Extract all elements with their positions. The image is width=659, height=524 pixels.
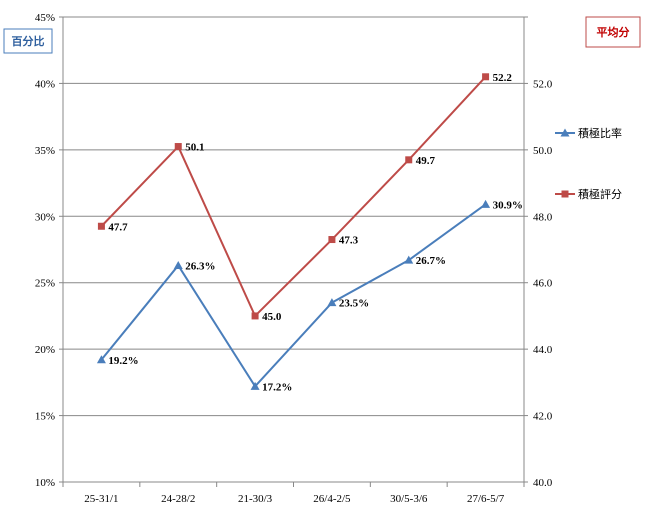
left-axis-label-box: 百分比: [3, 28, 53, 54]
legend-item-positive-ratio: 積極比率: [555, 126, 622, 140]
left-tick-label: 40%: [35, 78, 55, 90]
right-axis-label-box: 平均分: [585, 16, 641, 48]
data-label: 23.5%: [339, 298, 369, 310]
data-point: [173, 260, 183, 269]
data-label: 45.0: [262, 311, 282, 323]
data-point: [405, 156, 413, 164]
left-tick-label: 30%: [35, 211, 55, 223]
data-label: 19.2%: [108, 355, 138, 367]
data-label: 49.7: [416, 155, 436, 167]
x-tick-label: 24-28/2: [161, 493, 195, 505]
legend-label: 積極評分: [578, 187, 622, 201]
right-tick-label: 48.0: [533, 211, 553, 223]
gridlines: [63, 16, 524, 483]
x-tick-label: 27/6-5/7: [467, 493, 505, 505]
right-tick-label: 50.0: [533, 145, 553, 157]
data-label: 47.3: [339, 235, 359, 247]
data-point: [96, 355, 106, 364]
legend: 積極比率 積極評分: [555, 126, 622, 201]
right-tick-label: 46.0: [533, 278, 553, 290]
data-label: 26.7%: [416, 255, 446, 267]
data-point: [328, 236, 336, 244]
left-tick-label: 35%: [35, 145, 55, 157]
right-tick-label: 44.0: [533, 344, 553, 356]
x-tick-label: 26/4-2/5: [313, 493, 351, 505]
left-tick-label: 45%: [35, 12, 55, 24]
data-label: 30.9%: [493, 199, 523, 211]
data-point: [250, 381, 260, 390]
data-point: [481, 199, 491, 208]
left-tick-label: 10%: [35, 477, 55, 489]
series: [96, 73, 491, 390]
series-line: [100, 76, 487, 317]
axes: 10% 15% 20% 25% 30% 35% 40% 45% 40.0 42.0 44.0 46.0…: [35, 12, 553, 505]
x-tick-label: 30/5-3/6: [390, 493, 428, 505]
left-axis-label: 百分比: [12, 34, 45, 48]
right-axis-label: 平均分: [597, 25, 630, 39]
data-label: 26.3%: [185, 260, 215, 272]
data-label: 52.2: [493, 72, 513, 84]
data-point: [251, 312, 259, 320]
right-tick-label: 42.0: [533, 411, 553, 423]
x-tick-label: 25-31/1: [84, 493, 118, 505]
x-tick-label: 21-30/3: [238, 493, 273, 505]
data-label: 47.7: [108, 221, 128, 233]
left-tick-label: 25%: [35, 278, 55, 290]
right-tick-label: 52.0: [533, 78, 553, 90]
data-point: [482, 73, 490, 81]
left-tick-label: 15%: [35, 411, 55, 423]
data-label: 50.1: [185, 142, 204, 154]
data-label: 17.2%: [262, 381, 292, 393]
data-point: [404, 255, 414, 264]
data-point: [174, 143, 182, 151]
series-line: [100, 203, 487, 388]
data-point: [327, 298, 337, 307]
data-point: [97, 222, 105, 230]
data-labels: 19.2% 26.3% 17.2% 23.5% 26.7% 30.9% 47.7 50.1 45…: [108, 72, 522, 394]
legend-item-positive-score: 積極評分: [555, 187, 622, 201]
left-tick-label: 20%: [35, 344, 55, 356]
right-tick-label: 40.0: [533, 477, 553, 489]
legend-label: 積極比率: [578, 126, 622, 140]
